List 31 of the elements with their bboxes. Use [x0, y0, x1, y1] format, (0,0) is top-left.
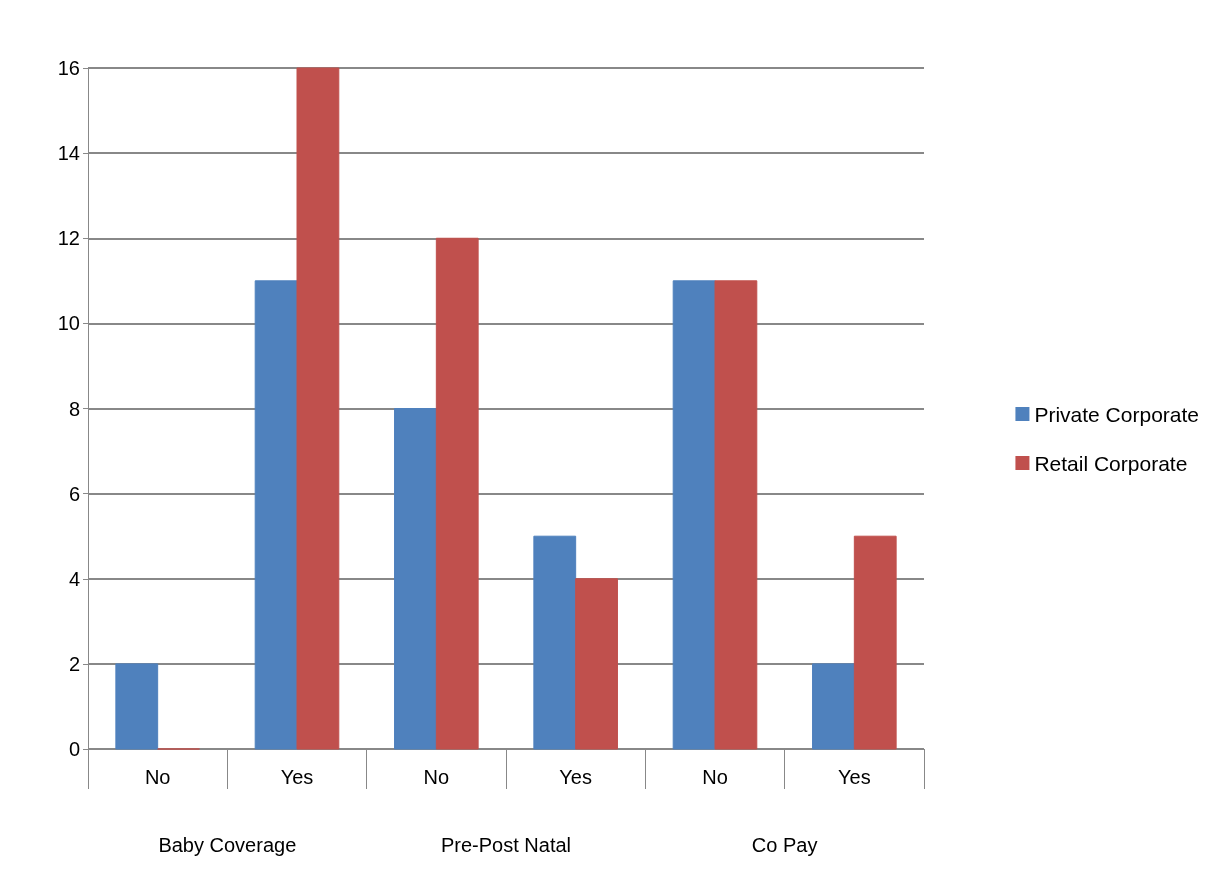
y-tick-label: 12	[57, 227, 80, 250]
legend-label: Retail Corporate	[1034, 451, 1188, 475]
y-tick-label: 4	[68, 567, 80, 590]
bar	[575, 578, 618, 750]
bar	[853, 535, 897, 750]
bar	[714, 280, 758, 750]
text: Baby Coverage	[158, 834, 297, 856]
legend-label: Private Corporate	[1034, 402, 1199, 426]
bar	[115, 663, 159, 750]
y-tick-label: 16	[57, 57, 80, 79]
text: Pre-Post Natal	[440, 834, 572, 856]
bar	[296, 67, 340, 750]
bar	[394, 408, 437, 750]
x-tick-label: No	[423, 766, 450, 788]
x-tick-label: Yes	[280, 766, 314, 788]
x-tick-label: Yes	[838, 766, 871, 788]
x-tick-label: Yes	[559, 766, 592, 788]
bar	[435, 237, 479, 750]
bar	[812, 663, 855, 750]
y-tick-label: 6	[68, 482, 80, 505]
x-tick-label: No	[144, 766, 171, 788]
bar	[672, 280, 716, 750]
x-tick-label: No	[702, 766, 728, 788]
y-tick-label: 14	[57, 142, 80, 165]
text: Co Pay	[751, 834, 818, 856]
y-tick-label: 0	[68, 738, 80, 760]
y-tick-label: 8	[68, 397, 80, 420]
bar	[533, 535, 577, 750]
y-tick-label: 10	[57, 312, 80, 335]
bar	[254, 280, 298, 750]
y-tick-label: 2	[68, 652, 80, 675]
